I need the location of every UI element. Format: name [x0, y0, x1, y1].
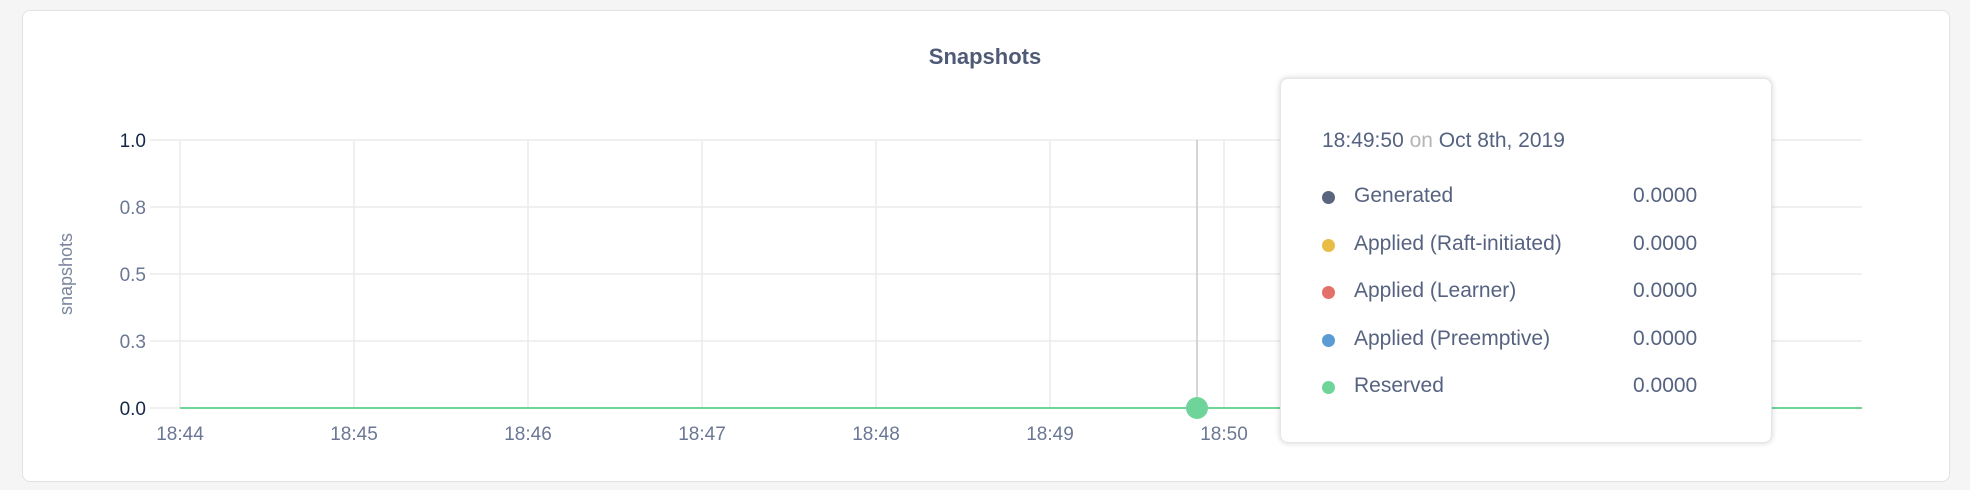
tooltip-row: Applied (Preemptive) 0.0000	[1281, 325, 1771, 355]
tooltip-series-value: 0.0000	[1633, 374, 1698, 397]
y-tick-label: 0.0	[120, 399, 146, 420]
y-tick-label: 0.8	[120, 198, 146, 219]
tooltip-row: Applied (Raft-initiated) 0.0000	[1281, 230, 1771, 260]
tooltip-on: on	[1409, 129, 1433, 152]
tooltip-row: Applied (Learner) 0.0000	[1281, 277, 1771, 307]
x-tick-label: 18:50	[1200, 424, 1248, 445]
series-color-dot-icon	[1322, 333, 1335, 347]
y-axis-label: snapshots	[56, 233, 76, 315]
tooltip-date: Oct 8th, 2019	[1438, 129, 1565, 152]
tooltip-series-value: 0.0000	[1633, 326, 1698, 350]
x-tick-label: 18:47	[678, 424, 726, 445]
series-color-dot-icon	[1322, 238, 1335, 252]
y-tick-label: 0.3	[120, 332, 146, 353]
y-tick-label: 0.5	[120, 265, 146, 286]
chart-title: Snapshots	[928, 44, 1042, 69]
series-color-dot-icon	[1322, 286, 1335, 299]
tooltip-row: Generated 0.0000	[1281, 182, 1771, 212]
tooltip-series-label: Applied (Learner)	[1354, 279, 1517, 302]
series-color-dot-icon	[1322, 381, 1335, 394]
tooltip-series-value: 0.0000	[1633, 184, 1698, 207]
x-tick-label: 18:45	[330, 424, 378, 445]
tooltip-series-value: 0.0000	[1633, 279, 1698, 302]
tooltip-time: 18:49:50	[1322, 129, 1404, 152]
hover-point	[1186, 397, 1208, 419]
tooltip-series-label: Applied (Raft-initiated)	[1354, 231, 1562, 255]
tooltip-series-label: Reserved	[1354, 374, 1444, 397]
x-tick-label: 18:44	[156, 424, 204, 445]
y-tick-label: 1.0	[120, 131, 146, 152]
tooltip-series-label: Applied (Preemptive)	[1354, 326, 1551, 350]
tooltip-series-value: 0.0000	[1633, 231, 1698, 255]
tooltip-timestamp: 18:49:50 on Oct 8th, 2019	[1322, 129, 1565, 153]
chart-tooltip: 18:49:50 on Oct 8th, 2019 Generated 0.000…	[1280, 78, 1772, 443]
tooltip-row: Reserved 0.0000	[1281, 372, 1771, 402]
x-tick-label: 18:49	[1026, 424, 1074, 445]
x-tick-label: 18:46	[504, 424, 552, 445]
tooltip-series-label: Generated	[1354, 184, 1454, 207]
series-color-dot-icon	[1322, 191, 1335, 204]
x-tick-label: 18:48	[852, 424, 900, 445]
